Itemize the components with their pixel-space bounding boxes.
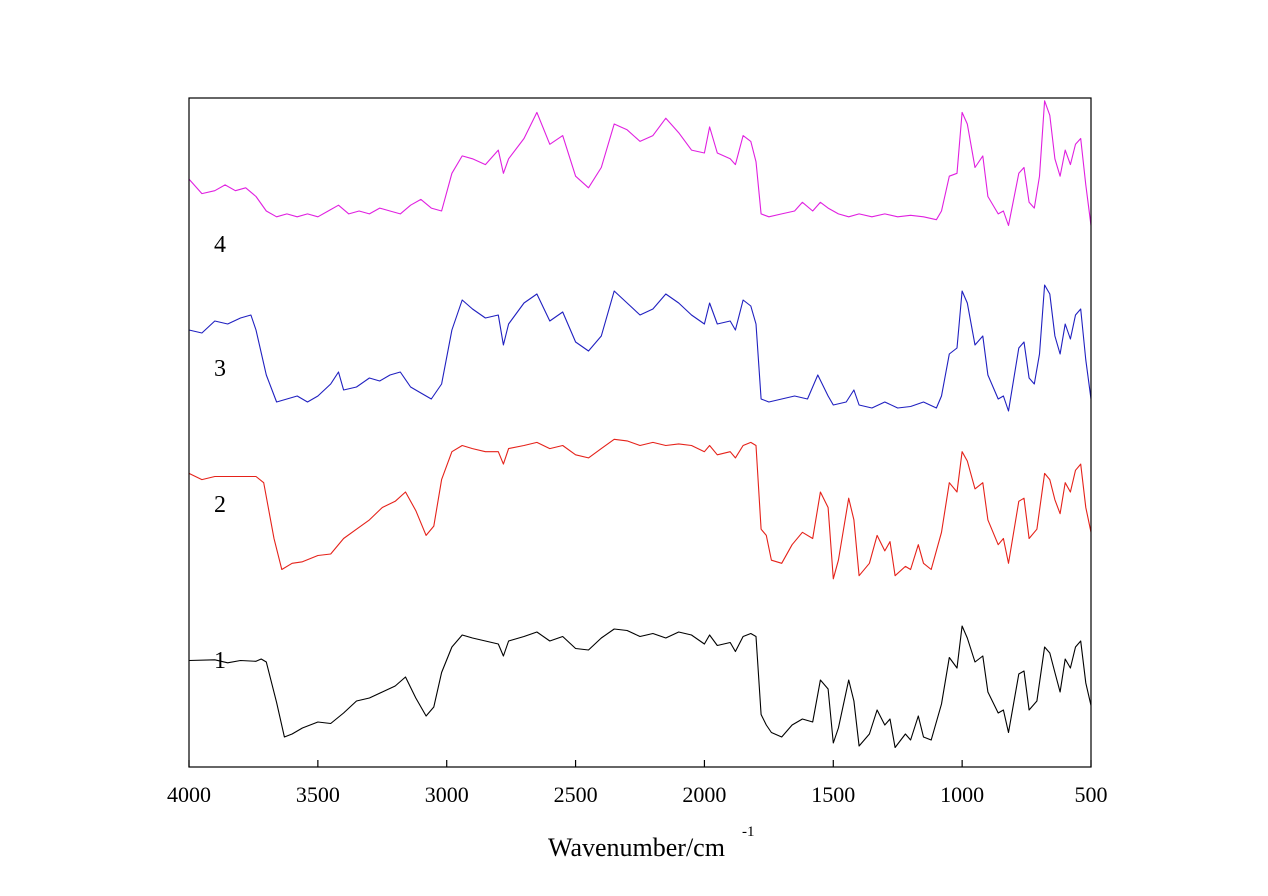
- x-tick-label-2500: 2500: [554, 782, 598, 807]
- x-tick-label-3000: 3000: [425, 782, 469, 807]
- spectrum-line-2: [188, 438, 1092, 580]
- x-axis-title: Wavenumber/cm: [548, 833, 725, 862]
- series-label-3: 3: [214, 356, 226, 382]
- series-label-2: 2: [214, 492, 226, 518]
- x-tick-label-2000: 2000: [682, 782, 726, 807]
- x-tick-label-1500: 1500: [811, 782, 855, 807]
- x-axis-ticks: [188, 760, 1092, 767]
- x-tick-label-3500: 3500: [296, 782, 340, 807]
- x-tick-label-4000: 4000: [167, 782, 211, 807]
- spectrum-line-1: [188, 625, 1092, 749]
- x-axis-tick-labels: 4000 3500 3000 2500 2000 1500 1000 500: [167, 782, 1108, 807]
- spectrum-line-3: [188, 284, 1092, 412]
- x-tick-label-1000: 1000: [940, 782, 984, 807]
- spectrum-line-4: [188, 100, 1092, 227]
- series-label-4: 4: [214, 232, 226, 258]
- spectra-traces: [188, 100, 1092, 749]
- x-axis-title-superscript: -1: [742, 824, 755, 840]
- series-label-1: 1: [214, 648, 226, 674]
- x-tick-label-500: 500: [1075, 782, 1108, 807]
- series-labels: 1 2 3 4: [214, 232, 226, 674]
- plot-frame: [188, 97, 1092, 768]
